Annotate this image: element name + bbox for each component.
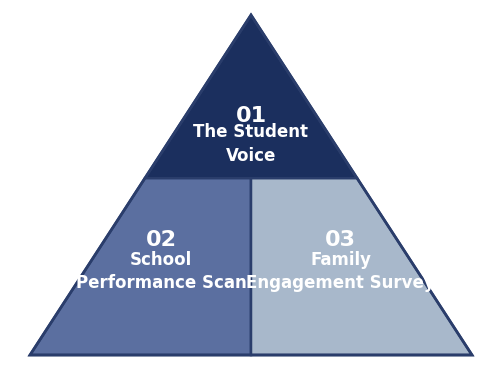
- Polygon shape: [145, 15, 357, 178]
- Text: 02: 02: [146, 230, 177, 249]
- Polygon shape: [30, 178, 251, 355]
- Text: School
Performance Scan: School Performance Scan: [76, 251, 246, 292]
- Text: Family
Engagement Survey: Family Engagement Survey: [246, 251, 435, 292]
- Text: 01: 01: [235, 106, 267, 126]
- Text: The Student
Voice: The Student Voice: [194, 123, 308, 165]
- Text: 03: 03: [325, 230, 356, 249]
- Polygon shape: [251, 178, 472, 355]
